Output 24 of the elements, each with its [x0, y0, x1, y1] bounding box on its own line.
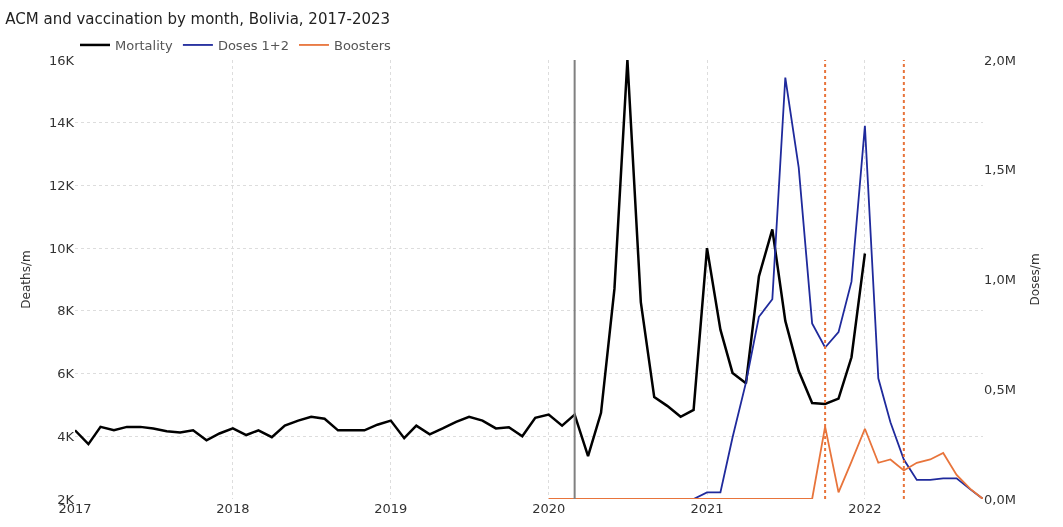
legend-label: Boosters — [333, 38, 392, 54]
chart-title: ACM and vaccination by month, Bolivia, 2017-2023 — [5, 9, 391, 28]
y-tick-label: 14K — [48, 115, 75, 131]
y2-tick-label: 0,0M — [984, 491, 1016, 507]
legend-label: Mortality — [115, 38, 173, 54]
y2-axis-title: Doses/m — [1027, 253, 1042, 306]
y-tick-label: 8K — [57, 303, 75, 319]
y-tick-label: 6K — [57, 366, 75, 382]
y2-tick-label: 2,0M — [984, 52, 1016, 68]
x-tick-label: 2022 — [848, 501, 882, 516]
line-series — [75, 60, 867, 458]
y-tick-label: 12K — [48, 177, 75, 193]
y2-tick-label: 0,5M — [984, 381, 1016, 397]
x-tick-label: 2021 — [690, 501, 724, 516]
y-tick-label: 4K — [57, 428, 75, 444]
x-tick-label: 2020 — [532, 501, 566, 516]
x-tick-label: 2018 — [216, 501, 250, 516]
y-axis-title: Deaths/m — [19, 250, 34, 309]
legend-label: Doses 1+2 — [217, 38, 289, 54]
y-tick-label: 10K — [48, 240, 75, 256]
y2-tick-label: 1,0M — [984, 272, 1016, 288]
y-tick-label: 16K — [48, 52, 75, 68]
y2-tick-label: 1,5M — [984, 162, 1016, 178]
x-tick-label: 2019 — [374, 501, 408, 516]
